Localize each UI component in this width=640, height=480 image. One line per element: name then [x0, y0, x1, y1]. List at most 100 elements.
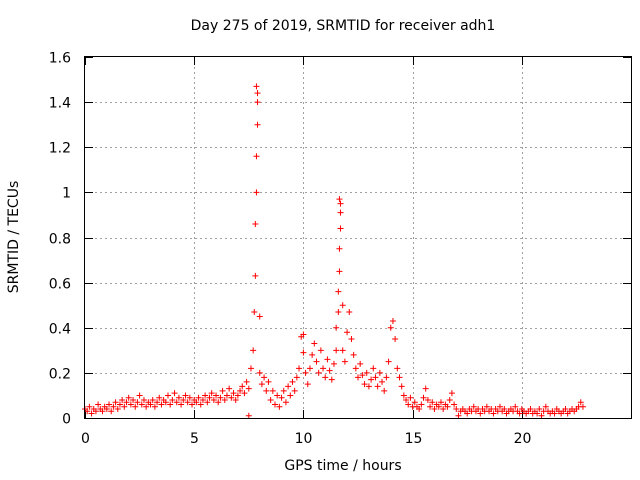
x-axis-label: GPS time / hours	[284, 458, 401, 474]
y-tick-label: 0	[62, 412, 71, 428]
data-point	[534, 410, 541, 417]
data-point	[103, 405, 110, 412]
data-point	[193, 399, 200, 406]
data-point	[336, 268, 343, 275]
data-point	[330, 360, 337, 367]
data-point	[228, 394, 235, 401]
data-point	[162, 399, 169, 406]
data-point	[333, 324, 340, 331]
data-point	[156, 394, 163, 401]
data-point	[335, 288, 342, 295]
data-point	[125, 394, 132, 401]
data-point	[326, 367, 333, 374]
data-point	[444, 403, 451, 410]
data-point	[195, 394, 202, 401]
data-point	[411, 399, 418, 406]
data-point	[337, 209, 344, 216]
data-point	[173, 399, 180, 406]
data-point	[440, 405, 447, 412]
data-point	[243, 378, 250, 385]
data-point	[451, 401, 458, 408]
data-point	[178, 401, 185, 408]
data-point	[237, 387, 244, 394]
data-point	[221, 396, 228, 403]
data-point	[374, 383, 381, 390]
data-point	[387, 324, 394, 331]
data-point	[363, 369, 370, 376]
data-point	[197, 401, 204, 408]
data-point	[313, 358, 320, 365]
data-point	[241, 390, 248, 397]
data-point	[370, 365, 377, 372]
data-point	[424, 396, 431, 403]
data-point	[202, 392, 209, 399]
data-point	[252, 220, 259, 227]
data-point	[217, 394, 224, 401]
data-point	[381, 387, 388, 394]
data-point	[392, 336, 399, 343]
data-point	[182, 392, 189, 399]
data-point	[341, 358, 348, 365]
data-point	[256, 369, 263, 376]
data-point	[336, 196, 343, 203]
data-point	[538, 412, 545, 419]
data-point	[158, 401, 165, 408]
data-point	[337, 225, 344, 232]
x-tick-label: 5	[190, 431, 199, 447]
data-point	[302, 369, 309, 376]
data-point	[300, 331, 307, 338]
data-point	[253, 153, 260, 160]
data-point	[261, 374, 268, 381]
data-point	[368, 376, 375, 383]
data-point	[379, 378, 386, 385]
data-point	[396, 374, 403, 381]
data-point	[333, 347, 340, 354]
y-tick-label: 1.4	[49, 96, 71, 112]
data-point	[219, 387, 226, 394]
data-point	[258, 381, 265, 388]
data-point	[335, 308, 342, 315]
data-point	[186, 394, 193, 401]
y-tick-label: 0.6	[49, 277, 71, 293]
data-point	[204, 399, 211, 406]
data-point	[132, 403, 139, 410]
data-point	[293, 374, 300, 381]
data-point	[106, 401, 113, 408]
y-tick-label: 0.8	[49, 232, 71, 248]
data-point	[171, 390, 178, 397]
data-point	[223, 392, 230, 399]
data-point	[339, 347, 346, 354]
data-point	[99, 408, 106, 415]
data-point	[253, 83, 260, 90]
data-point	[405, 401, 412, 408]
data-point	[285, 383, 292, 390]
data-point	[274, 392, 281, 399]
data-point	[394, 365, 401, 372]
data-point	[287, 392, 294, 399]
data-point	[359, 372, 366, 379]
data-point	[127, 401, 134, 408]
ticks-layer: 0 0.2 0.4 0.6 0.8 1 1.2 1.4 1.6 0 5 10 15 20	[49, 51, 631, 447]
data-point	[352, 365, 359, 372]
data-point	[400, 392, 407, 399]
data-point	[350, 351, 357, 358]
data-point	[180, 396, 187, 403]
data-point	[116, 401, 123, 408]
data-point	[230, 390, 237, 397]
data-point	[95, 401, 102, 408]
data-point	[355, 374, 361, 381]
data-point	[151, 403, 158, 410]
data-point	[234, 392, 241, 399]
data-point	[496, 403, 503, 410]
data-point	[361, 381, 368, 388]
data-point	[92, 408, 99, 415]
data-point	[490, 410, 497, 417]
data-point	[429, 399, 436, 406]
data-point	[130, 396, 137, 403]
data-point	[300, 349, 307, 356]
data-point	[210, 396, 217, 403]
y-tick-label: 1.6	[49, 51, 71, 67]
data-point	[134, 399, 141, 406]
data-point	[562, 405, 569, 412]
